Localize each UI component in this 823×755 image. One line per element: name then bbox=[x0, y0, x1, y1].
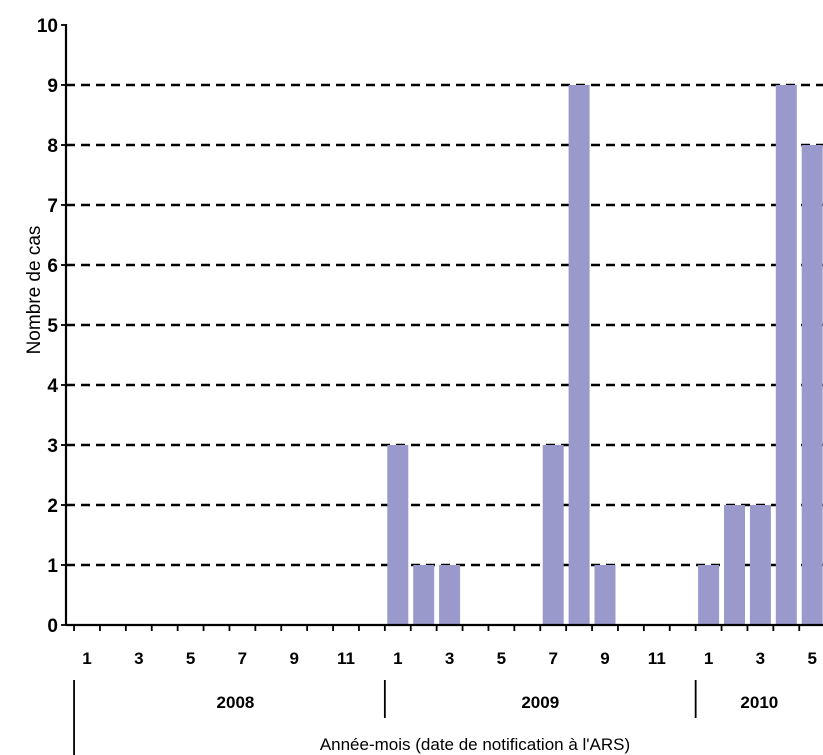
bar bbox=[724, 505, 745, 625]
bar bbox=[542, 445, 564, 625]
bar bbox=[698, 565, 720, 625]
y-axis-title: Nombre de cas bbox=[24, 226, 45, 355]
x-tick-label: 5 bbox=[807, 649, 816, 668]
year-label: 2009 bbox=[521, 693, 559, 712]
x-axis-title: Année-mois (date de notification à l'ARS… bbox=[320, 735, 630, 754]
y-tick-label: 5 bbox=[47, 316, 58, 337]
y-tick-label: 10 bbox=[37, 16, 58, 37]
x-tick-label: 1 bbox=[704, 649, 713, 668]
y-tick-label: 7 bbox=[47, 196, 58, 217]
y-tick-label: 4 bbox=[47, 376, 58, 397]
x-tick-label: 9 bbox=[289, 649, 298, 668]
x-tick-label: 5 bbox=[186, 649, 195, 668]
x-tick-label: 1 bbox=[393, 649, 402, 668]
x-tick-label: 3 bbox=[756, 649, 765, 668]
x-ticks: 1 3 5 7 9 11 1 3 5 7 9 11 1 3 5 bbox=[73, 625, 817, 668]
bar bbox=[387, 445, 409, 625]
x-tick-label: 7 bbox=[238, 649, 247, 668]
y-tick-label: 0 bbox=[47, 616, 58, 637]
x-tick-label: 11 bbox=[337, 649, 355, 668]
year-groups: 2008 2009 2010 bbox=[73, 680, 778, 755]
y-tick-label: 8 bbox=[47, 136, 58, 157]
bar bbox=[413, 565, 435, 625]
bar bbox=[749, 505, 771, 625]
y-tick-label: 9 bbox=[47, 76, 58, 97]
y-tick-label: 2 bbox=[47, 496, 58, 517]
bar bbox=[439, 565, 461, 625]
x-tick-label: 1 bbox=[82, 649, 91, 668]
y-tick-label: 1 bbox=[47, 556, 58, 577]
year-label: 2010 bbox=[740, 693, 778, 712]
y-ticks: 0 1 2 3 4 5 6 7 8 9 10 bbox=[37, 16, 66, 637]
bar bbox=[568, 85, 590, 625]
x-tick-label: 3 bbox=[134, 649, 143, 668]
x-tick-label: 5 bbox=[497, 649, 506, 668]
x-tick-label: 11 bbox=[648, 649, 666, 668]
bar bbox=[801, 145, 823, 625]
bar bbox=[775, 85, 797, 625]
grid-lines bbox=[66, 83, 823, 567]
x-tick-label: 9 bbox=[600, 649, 609, 668]
y-tick-label: 3 bbox=[47, 436, 58, 457]
bars bbox=[387, 85, 823, 625]
y-tick-label: 6 bbox=[47, 256, 58, 277]
x-tick-label: 3 bbox=[445, 649, 454, 668]
x-tick-label: 7 bbox=[548, 649, 557, 668]
bar bbox=[594, 565, 616, 625]
year-label: 2008 bbox=[217, 693, 255, 712]
